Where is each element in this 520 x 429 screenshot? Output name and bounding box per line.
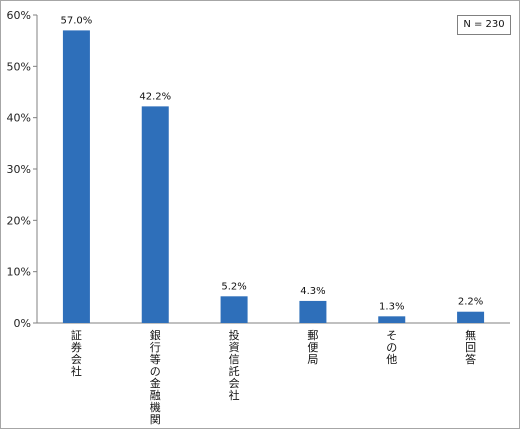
bar [299, 300, 327, 323]
bar [378, 316, 406, 323]
y-tick-label: 50% [7, 60, 31, 73]
bar [62, 30, 90, 324]
data-label: 1.3% [379, 301, 404, 312]
category-label: その他 [386, 329, 397, 366]
data-label: 4.3% [300, 286, 325, 297]
y-tick-label: 0% [14, 317, 31, 330]
y-tick-label: 30% [7, 163, 31, 176]
data-label: 57.0% [61, 15, 93, 26]
bar [141, 106, 169, 323]
y-tick-label: 40% [7, 112, 31, 125]
category-label: 銀行等の金融機関 [150, 328, 161, 426]
bar [220, 296, 248, 323]
category-label: 郵便局 [307, 329, 318, 366]
category-label: 無回答 [465, 328, 476, 366]
bar [457, 311, 485, 323]
y-tick-label: 60% [7, 9, 31, 22]
category-label: 証券会社 [71, 329, 82, 378]
data-label: 42.2% [139, 91, 171, 102]
y-tick-label: 20% [7, 214, 31, 227]
data-label: 2.2% [458, 297, 483, 308]
sample-size-label: N = 230 [457, 15, 511, 35]
category-label: 投資信託会社 [229, 328, 240, 402]
y-tick-label: 10% [7, 266, 31, 279]
data-label: 5.2% [221, 281, 246, 292]
